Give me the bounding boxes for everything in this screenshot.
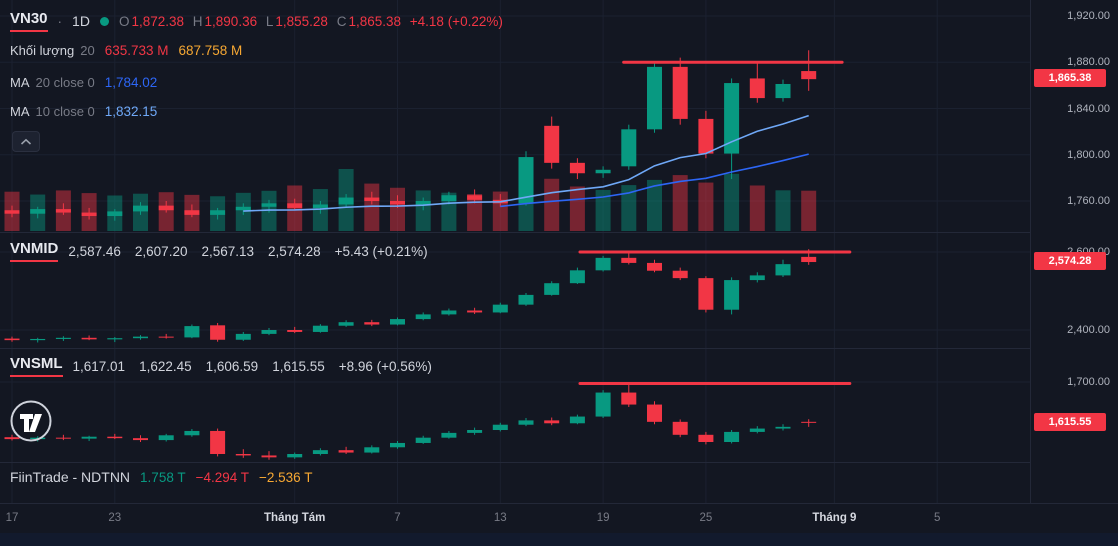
- ma10-value: 1,832.15: [104, 103, 158, 119]
- vnsml-change: +8.96 (+0.56%): [338, 358, 432, 374]
- tradingview-logo[interactable]: [9, 399, 53, 448]
- open-label: O: [118, 13, 130, 29]
- low-label: L: [265, 13, 274, 29]
- chart-canvas[interactable]: [0, 0, 1030, 503]
- vnmid-open: 2,587.46: [68, 243, 121, 259]
- last-price-badge-vn30: 1,865.38: [1034, 69, 1106, 88]
- price-axis-label: 1,840.00: [1067, 102, 1110, 115]
- time-axis-label: 7: [394, 512, 401, 524]
- vnsml-low: 1,606.59: [205, 358, 259, 374]
- vnmid-close: 2,574.28: [268, 243, 321, 259]
- collapse-legend-button[interactable]: [12, 131, 40, 152]
- price-axis-label: 1,880.00: [1067, 56, 1110, 69]
- candles: [4, 249, 817, 343]
- ohlc-values: O 1,872.38 H 1,890.36 L 1,855.28 C 1,865.38 …: [119, 14, 503, 29]
- time-axis-label: Tháng 9: [812, 512, 857, 524]
- indicator-row-ma20[interactable]: MA 20 close 0 1,784.02: [10, 71, 157, 93]
- indicator-name: Khối lượng: [10, 42, 75, 58]
- time-axis-label: 23: [108, 512, 122, 524]
- pane-separator[interactable]: [0, 348, 1030, 349]
- fiintrade-indicator-title[interactable]: FiinTrade - NDTNN: [10, 469, 131, 485]
- indicator-name: MA: [10, 74, 30, 90]
- candles: [4, 384, 817, 460]
- vnmid-change: +5.43 (+0.21%): [334, 243, 428, 259]
- legend-vn30: VN30 · 1D O 1,872.38 H 1,890.36 L 1,855.28 …: [10, 10, 503, 32]
- symbol-vnsml[interactable]: VNSML: [10, 355, 63, 377]
- time-axis-label: Tháng Tám: [264, 512, 326, 524]
- volume-bars: [4, 169, 817, 231]
- time-axis-label: 25: [699, 512, 713, 524]
- last-price-badge-vnsml: 1,615.55: [1034, 412, 1106, 431]
- price-axis-label: 1,800.00: [1067, 148, 1110, 161]
- time-axis-label: 19: [596, 512, 610, 524]
- indicator-name: MA: [10, 103, 30, 119]
- time-axis-label: 13: [493, 512, 507, 524]
- vnsml-open: 1,617.01: [72, 358, 126, 374]
- pane-separator[interactable]: [0, 462, 1030, 463]
- indicator-param: 10 close 0: [35, 103, 95, 119]
- price-axis-label: 1,700.00: [1067, 376, 1110, 388]
- indicator-param: 20: [80, 42, 95, 58]
- ma20-value: 1,784.02: [104, 74, 158, 90]
- vnmid-high: 2,607.20: [134, 243, 188, 259]
- fiintrade-value-sell: −4.294 T: [195, 469, 250, 485]
- low-value: 1,855.28: [275, 13, 328, 29]
- last-price-badge-vnmid: 2,574.28: [1034, 252, 1106, 271]
- change-value: +4.18 (+0.22%): [409, 13, 503, 29]
- vnsml-close: 1,615.55: [272, 358, 325, 374]
- high-label: H: [192, 13, 203, 29]
- price-axis-label: 1,760.00: [1067, 195, 1110, 207]
- symbol-vn30[interactable]: VN30: [10, 10, 48, 32]
- time-axis-label: 17: [5, 512, 19, 524]
- indicator-row-ma10[interactable]: MA 10 close 0 1,832.15: [10, 100, 157, 122]
- price-axis[interactable]: 1,920.00 1,880.00 1,840.00 1,800.00 1,760.00…: [1030, 0, 1118, 503]
- indicator-param: 20 close 0: [35, 74, 95, 90]
- pane-separator[interactable]: [0, 232, 1030, 233]
- close-value: 1,865.38: [348, 13, 402, 29]
- open-value: 1,872.38: [131, 13, 185, 29]
- price-axis-label: 2,400.00: [1067, 324, 1110, 336]
- vnsml-high: 1,622.45: [139, 358, 192, 374]
- market-status-dot: [99, 16, 109, 26]
- chevron-up-icon: [20, 138, 32, 145]
- fiintrade-value-buy: 1.758 T: [140, 469, 186, 485]
- legend-separator-dot: ·: [57, 13, 63, 29]
- timeframe-label[interactable]: 1D: [72, 13, 90, 29]
- high-value: 1,890.36: [204, 13, 258, 29]
- legend-fiintrade: FiinTrade - NDTNN 1.758 T −4.294 T −2.53…: [10, 466, 312, 488]
- indicator-row-volume[interactable]: Khối lượng 20 635.733 M 687.758 M: [10, 39, 242, 61]
- ma-lines: [243, 114, 809, 212]
- time-axis[interactable]: 17 23 Tháng Tám 7 13 19 25 Tháng 9 5: [0, 503, 1118, 534]
- legend-vnsml: VNSML 1,617.01 1,622.45 1,606.59 1,615.5…: [10, 355, 436, 377]
- symbol-vnmid[interactable]: VNMID: [10, 240, 59, 262]
- legend-vnmid: VNMID 2,587.46 2,607.20 2,567.13 2,574.2…: [10, 240, 432, 262]
- vnmid-low: 2,567.13: [201, 243, 255, 259]
- time-axis-label: 5: [933, 512, 941, 524]
- volume-value: 635.733 M: [104, 42, 169, 58]
- volume-ma-value: 687.758 M: [178, 42, 243, 58]
- bottom-toolbar-strip: [0, 533, 1118, 546]
- close-label: C: [336, 13, 347, 29]
- fiintrade-value-net: −2.536 T: [259, 469, 313, 485]
- pane-vnmid-gridlines: [0, 251, 1030, 331]
- pane-vn30-gridlines: [0, 15, 1030, 202]
- tradingview-logo-icon: [10, 400, 52, 442]
- price-axis-label: 1,920.00: [1067, 10, 1110, 22]
